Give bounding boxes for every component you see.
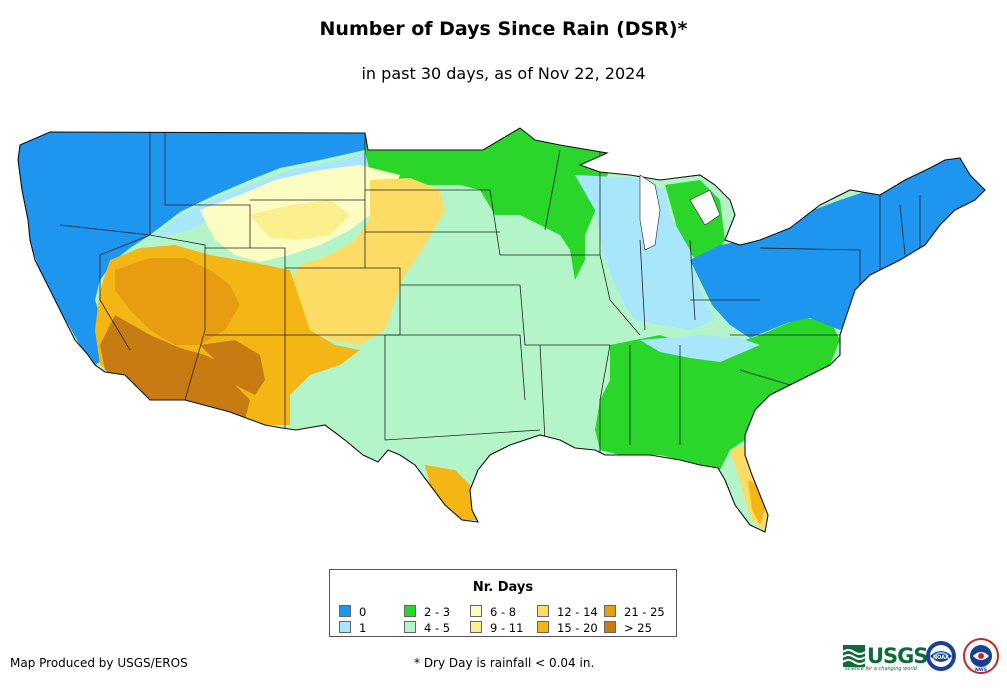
dry-day-footnote: * Dry Day is rainfall < 0.04 in.: [414, 656, 595, 670]
legend-swatch-6-8: [470, 605, 482, 617]
map-credit: Map Produced by USGS/EROS: [10, 656, 188, 670]
nws-logo-icon: NWS: [963, 638, 999, 674]
usgs-logo: USGS science for a changing world: [843, 643, 929, 672]
legend-swatch-12-14: [537, 605, 549, 617]
legend-item-21-25: 21 - 25: [604, 605, 665, 619]
legend-item-4-5: 4 - 5: [404, 621, 450, 635]
legend-swatch-2-3: [404, 605, 416, 617]
legend-swatch-21-25: [604, 605, 616, 617]
legend-item-12-14: 12 - 14: [537, 605, 598, 619]
legend-item-1: 1: [339, 621, 366, 635]
legend-swatch-0: [339, 605, 351, 617]
usgs-wordmark: USGS: [867, 644, 929, 668]
legend-item-6-8: 6 - 8: [470, 605, 516, 619]
us-dsr-map: [17, 127, 986, 533]
legend: Nr. Days 0 1 2 - 3 4 - 5 6 - 8 9 - 11 12…: [329, 569, 677, 637]
legend-swatch-4-5: [404, 621, 416, 633]
legend-title: Nr. Days: [472, 580, 534, 595]
legend-swatch-1: [339, 621, 351, 633]
legend-item-2-3: 2 - 3: [404, 605, 450, 619]
nws-logo-text: NWS: [975, 667, 987, 673]
usgs-tagline: science for a changing world: [845, 666, 917, 672]
legend-item-15-20: 15 - 20: [537, 621, 598, 635]
map-subtitle: in past 30 days, as of Nov 22, 2024: [361, 64, 646, 83]
legend-item-gt-25: > 25: [604, 621, 652, 635]
legend-swatch-9-11: [470, 621, 482, 633]
legend-swatch-gt-25: [604, 621, 616, 633]
map-title: Number of Days Since Rain (DSR)*: [319, 18, 688, 40]
usgs-wave-icon: [843, 645, 865, 667]
legend-item-0: 0: [339, 605, 366, 619]
noaa-logo-icon: NOAA: [926, 641, 956, 671]
noaa-logo-text: NOAA: [933, 655, 949, 661]
legend-swatch-15-20: [537, 621, 549, 633]
legend-item-9-11: 9 - 11: [470, 621, 523, 635]
